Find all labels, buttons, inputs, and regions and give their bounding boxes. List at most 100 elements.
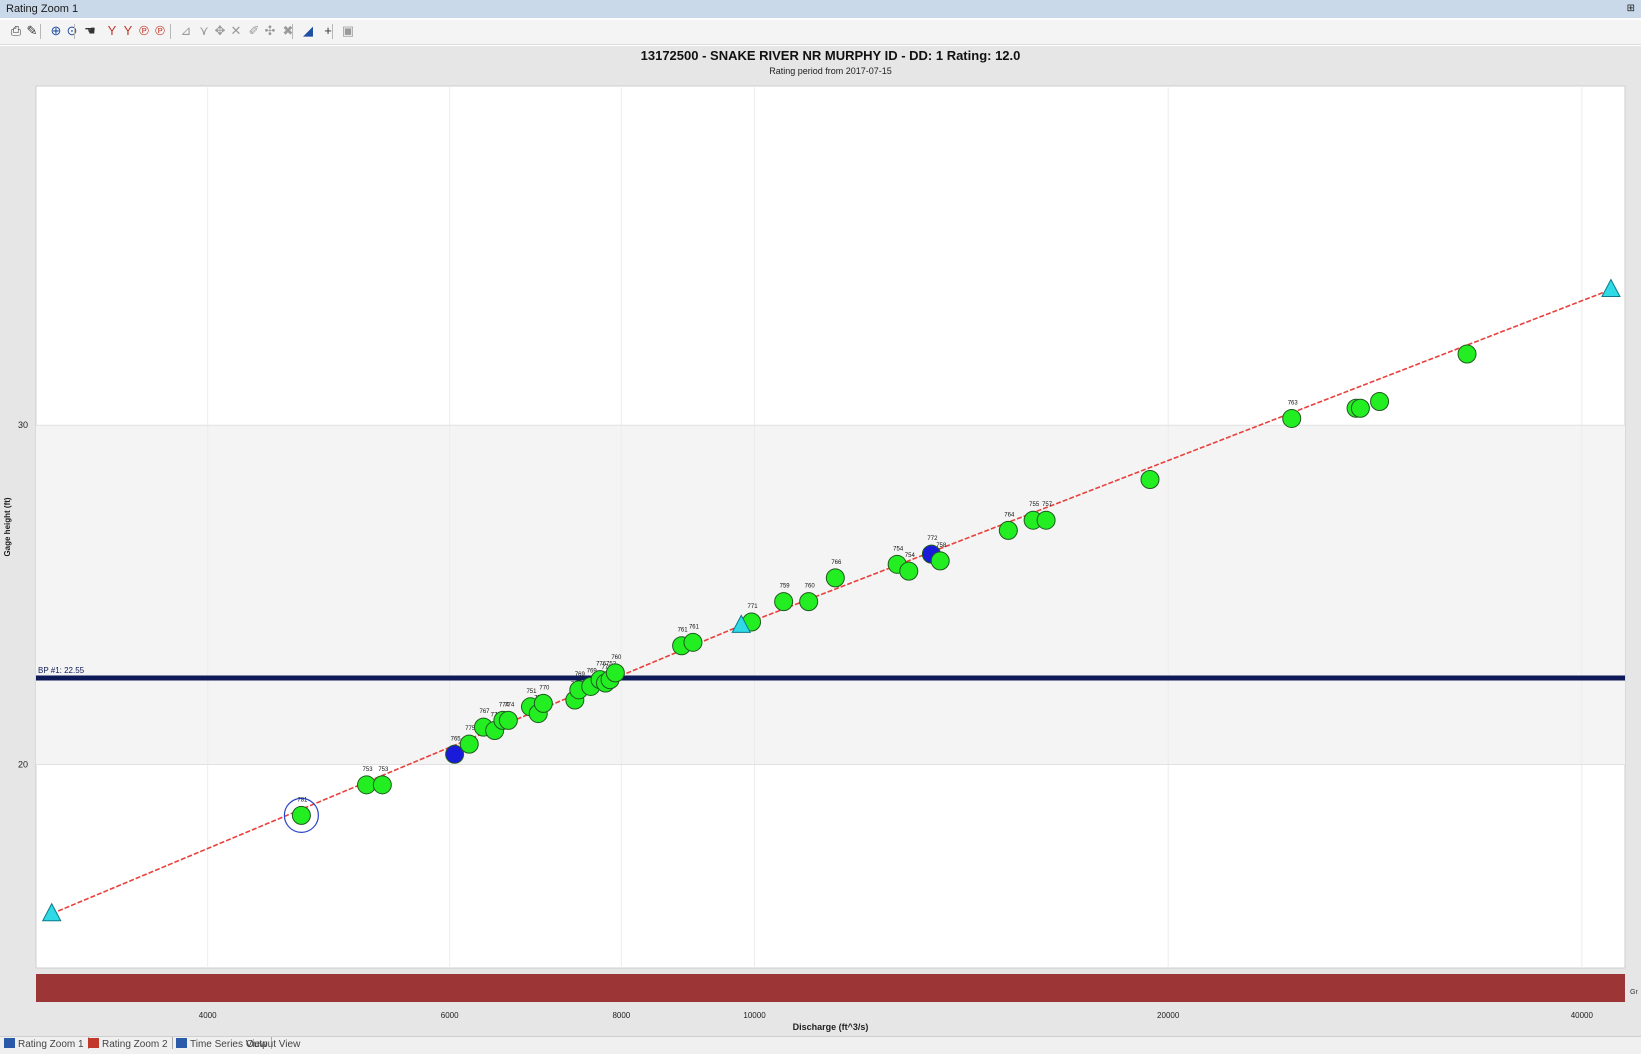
measurement-label: 764 [1004,512,1015,518]
zoom-in-icon[interactable]: ⊕ [50,23,62,38]
rating-chart[interactable]: 13172500 - SNAKE RIVER NR MURPHY ID - DD… [0,46,1641,1036]
pin-icon[interactable]: ⊞ [1626,3,1635,14]
y-tick-label: 30 [18,420,28,430]
curve-edit-icon[interactable]: ℗ [139,23,149,38]
measurement-label: 758 [936,543,947,549]
tab-time-series-view[interactable]: Time Series View [176,1037,273,1053]
tab-rating-zoom-2[interactable]: Rating Zoom 2 [88,1037,173,1053]
measurement-point[interactable] [683,632,703,652]
curve-copy-icon[interactable]: ℗ [155,23,165,38]
measurement-label: 759 [780,584,791,590]
tab-output-view[interactable]: Output View [246,1037,300,1053]
measurement-point[interactable] [1282,408,1302,428]
line-tool-icon[interactable]: ⊿ [180,23,192,38]
measurement-label: 765 [451,736,462,742]
window-titlebar: Rating Zoom 1 ⊞ [0,0,1641,18]
measurement-point[interactable] [774,592,794,612]
measurement-point[interactable] [445,744,465,764]
rating-curve[interactable] [51,288,1612,915]
measurement-point[interactable] [825,568,845,588]
measurement-label: 753 [363,767,374,773]
window-title: Rating Zoom 1 [6,3,79,15]
breakpoint-label: BP #1: 22.55 [38,666,85,675]
measurement-point[interactable] [459,734,479,754]
x-tick-label: 6000 [441,1011,459,1020]
measurement-label: 755 [1029,502,1040,508]
view-tabs-bar: Rating Zoom 1 Rating Zoom 2 Time Series Vi… [0,1036,1641,1054]
tab-view-icon [176,1038,187,1048]
tab-rating-zoom-1[interactable]: Rating Zoom 1 [4,1037,89,1053]
measurement-label: 760 [805,584,816,590]
plot-band [36,425,1625,765]
measurement-point[interactable] [799,592,819,612]
measurement-label: 763 [1288,400,1299,406]
bottom-shift-bar [36,974,1625,1002]
measurement-label: 761 [689,624,700,630]
measurement-label: 770 [539,685,550,691]
measurement-point[interactable] [1350,398,1370,418]
measurement-label: 772 [927,536,938,542]
measurement-point[interactable] [998,520,1018,540]
measurement-point[interactable] [291,805,311,825]
pen-tool-icon[interactable]: ✐ [248,23,260,38]
print-icon[interactable]: ⎙ [10,23,22,38]
x-tick-label: 8000 [612,1011,630,1020]
curve-node-triangle[interactable] [41,902,62,922]
measurement-point[interactable] [1457,344,1477,364]
x-tick-label: 10000 [743,1011,766,1020]
toolbar-separator [332,24,333,39]
measurement-point[interactable] [533,693,553,713]
measurement-point[interactable] [899,561,919,581]
drag-tool-icon[interactable]: ✥ [214,23,226,38]
curve-node-triangle[interactable] [1601,278,1621,298]
y-axis-label: Gage height (ft) [3,497,12,556]
measurement-label: 760 [611,655,622,661]
x-tick-label: 20000 [1157,1011,1180,1020]
measurement-label: 766 [831,560,842,566]
curve-alt-icon[interactable]: Y [123,23,133,38]
measurement-point[interactable] [930,551,950,571]
edit-icon[interactable]: ✎ [26,23,38,38]
measurement-label: 781 [297,797,308,803]
export-icon[interactable]: ▣ [341,23,355,38]
zoom-fit-icon[interactable]: ⊙ [66,23,78,38]
measurement-label: 753 [378,767,389,773]
measurement-label: 771 [748,604,759,610]
move-tool-icon[interactable]: ✣ [264,23,276,38]
toolbar-separator [292,24,293,39]
curve-icon[interactable]: Y [107,23,117,38]
measurement-label: 751 [526,689,537,695]
shift-tool-icon[interactable]: ◢ [303,23,313,38]
measurement-label: 769 [575,672,586,678]
measurement-point[interactable] [1140,470,1160,490]
point-tool-icon[interactable]: ⋎ [199,23,209,38]
delete-tool-icon[interactable]: ✕ [230,23,242,38]
selected-measurement-ring [283,797,319,833]
measurement-label: 754 [893,546,904,552]
chart-title: 13172500 - SNAKE RIVER NR MURPHY ID - DD… [641,48,1021,63]
curve-node-triangle[interactable] [731,614,752,633]
measurement-point[interactable] [605,663,625,683]
measurement-point[interactable] [372,775,392,795]
tab-view-icon [88,1038,99,1048]
tab-label: Rating Zoom 2 [102,1039,168,1050]
measurement-point[interactable] [1036,510,1056,530]
rating-chart-panel: 13172500 - SNAKE RIVER NR MURPHY ID - DD… [0,46,1641,1036]
x-axis-label: Discharge (ft^3/s) [793,1022,869,1032]
measurement-label: 775 [465,726,476,732]
measurement-label: 773 [601,665,612,671]
crosshair-icon[interactable]: + [324,23,332,38]
tab-label: Time Series View [190,1039,268,1050]
pan-icon[interactable]: ☚ [84,23,96,38]
toolbar-separator [170,24,171,39]
measurement-point[interactable] [498,710,518,730]
toolbar-separator [40,24,41,39]
remove-tool-icon[interactable]: ✖ [282,23,294,38]
bottom-bar-label: Gr [1630,989,1638,996]
chart-subtitle: Rating period from 2017-07-15 [769,66,892,76]
measurement-label: 776 [596,662,607,668]
tab-label: Output View [246,1039,301,1050]
x-tick-label: 4000 [199,1011,217,1020]
measurement-point[interactable] [1370,391,1390,411]
measurement-label: 769 [587,668,598,674]
